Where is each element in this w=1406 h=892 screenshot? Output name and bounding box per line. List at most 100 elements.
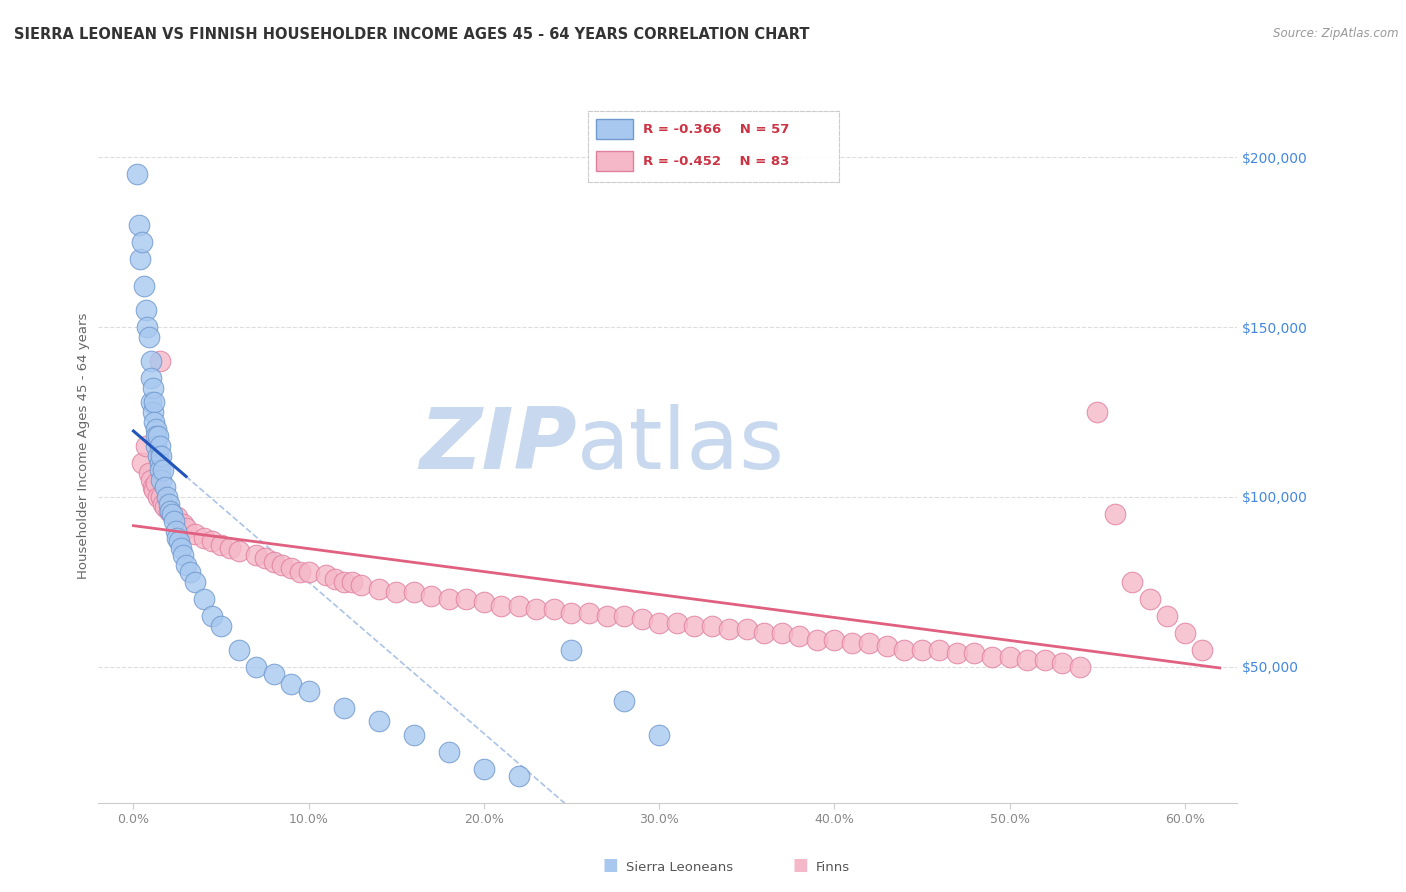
Point (630, 612, 652, 626)
Point (472, 762, 495, 776)
Point (508, 599, 530, 613)
Point (146, 429, 169, 443)
Point (288, 565, 311, 579)
Point (193, 591, 215, 606)
Point (131, 456, 153, 470)
Point (367, 582, 389, 596)
Point (139, 371, 162, 385)
Point (963, 646, 986, 660)
Point (332, 700, 354, 714)
Point (136, 320, 159, 334)
Point (787, 629, 810, 643)
Point (491, 599, 513, 613)
Text: Finns: Finns (815, 861, 849, 874)
Point (157, 497, 180, 511)
Point (280, 561, 302, 575)
Point (806, 632, 828, 647)
Point (138, 466, 160, 480)
Point (876, 640, 898, 654)
Y-axis label: Householder Income Ages 45 - 64 years: Householder Income Ages 45 - 64 years (77, 313, 90, 579)
Point (648, 728, 671, 742)
Point (560, 643, 582, 657)
Point (613, 608, 636, 623)
Point (253, 551, 276, 566)
Text: atlas: atlas (576, 404, 785, 488)
Point (149, 354, 172, 368)
Point (174, 520, 197, 534)
Point (998, 649, 1021, 664)
Point (135, 303, 157, 318)
Point (139, 394, 162, 409)
Point (125, 167, 148, 181)
Point (179, 565, 201, 579)
Point (1121, 574, 1143, 589)
Point (402, 728, 425, 742)
Point (1139, 591, 1161, 606)
Point (135, 439, 157, 453)
Text: SIERRA LEONEAN VS FINNISH HOUSEHOLDER INCOME AGES 45 - 64 YEARS CORRELATION CHAR: SIERRA LEONEAN VS FINNISH HOUSEHOLDER IN… (14, 27, 810, 42)
Point (209, 619, 232, 633)
Point (263, 666, 285, 681)
Point (146, 449, 169, 463)
Point (1191, 643, 1213, 657)
Point (456, 591, 478, 606)
Point (132, 279, 155, 293)
Point (280, 677, 302, 691)
Point (172, 548, 194, 562)
Text: ■: ■ (793, 856, 808, 874)
Point (139, 354, 162, 368)
Point (1104, 507, 1126, 521)
Point (543, 602, 565, 616)
Point (1033, 653, 1056, 667)
Point (754, 626, 776, 640)
Point (156, 490, 179, 504)
Point (166, 510, 188, 524)
Point (145, 439, 167, 453)
Point (1015, 653, 1038, 667)
Text: ZIP: ZIP (419, 404, 576, 488)
Point (342, 574, 364, 589)
Point (263, 555, 285, 569)
Point (560, 606, 582, 620)
Point (298, 683, 321, 698)
Point (648, 615, 671, 630)
Point (143, 483, 166, 498)
Point (139, 473, 162, 487)
Point (858, 636, 880, 650)
Point (981, 649, 1004, 664)
Point (437, 745, 460, 759)
Point (946, 646, 969, 660)
Point (150, 490, 173, 504)
Point (437, 591, 460, 606)
Point (143, 394, 166, 409)
Point (165, 524, 187, 538)
Point (1174, 626, 1197, 640)
Text: Source: ZipAtlas.com: Source: ZipAtlas.com (1274, 27, 1399, 40)
Point (823, 632, 845, 647)
Point (218, 541, 240, 555)
Point (367, 714, 389, 729)
Point (184, 574, 207, 589)
Point (508, 769, 530, 783)
Point (149, 463, 172, 477)
Point (160, 507, 183, 521)
Point (683, 619, 706, 633)
Point (172, 517, 194, 532)
Point (166, 531, 188, 545)
Point (201, 608, 224, 623)
Point (665, 615, 688, 630)
Point (271, 558, 294, 572)
Point (526, 602, 548, 616)
Point (131, 235, 153, 249)
Point (350, 578, 373, 592)
Point (153, 480, 176, 494)
Point (174, 558, 197, 572)
Point (201, 534, 224, 549)
Point (928, 643, 950, 657)
Point (152, 497, 174, 511)
Point (209, 537, 232, 551)
Point (911, 643, 934, 657)
Point (245, 660, 267, 674)
Point (142, 480, 165, 494)
Point (145, 429, 167, 443)
